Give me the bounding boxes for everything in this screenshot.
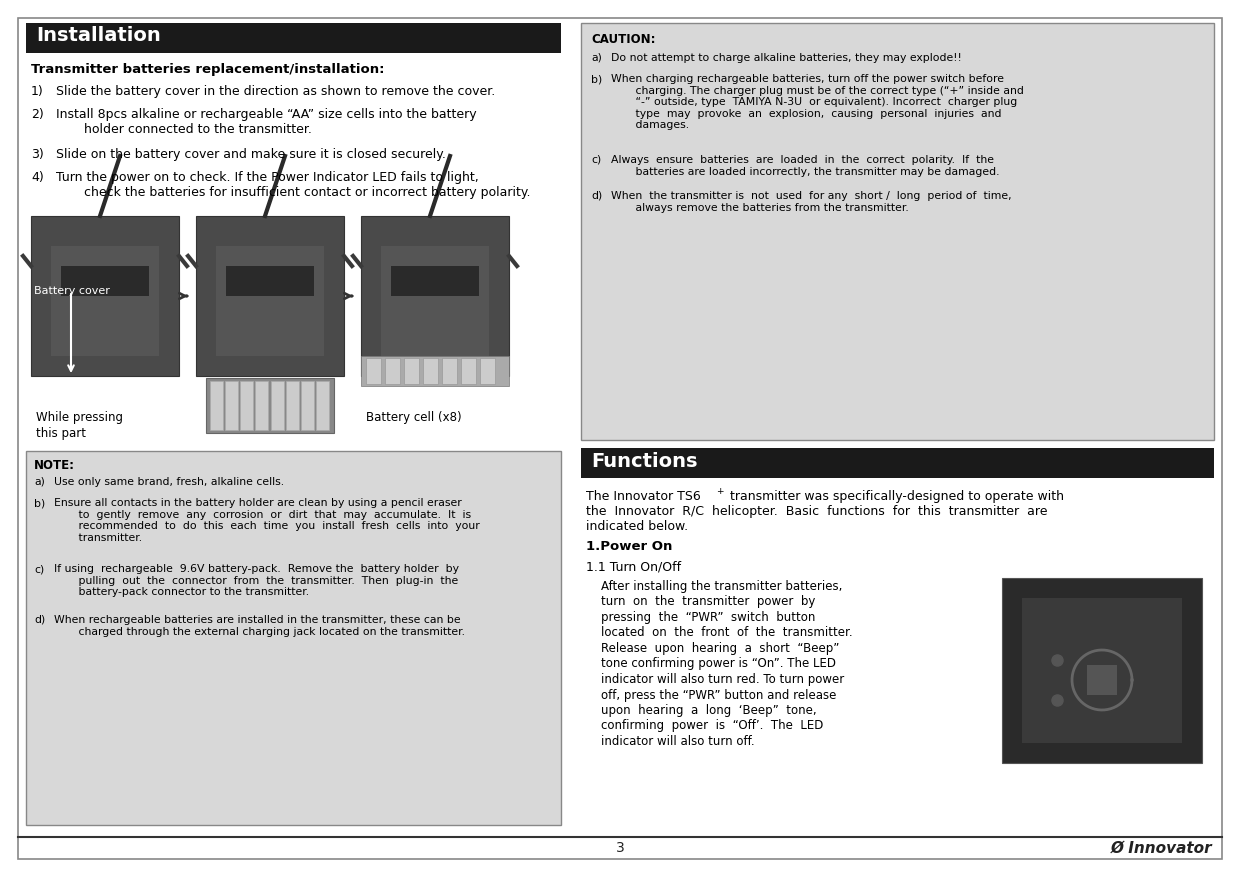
Bar: [461, 358, 476, 384]
Text: Ensure all contacts in the battery holder are clean by using a pencil eraser
   : Ensure all contacts in the battery holde…: [55, 498, 480, 543]
Bar: [51, 246, 159, 356]
Bar: [224, 381, 238, 430]
Text: 4): 4): [31, 171, 43, 184]
Text: indicator will also turn red. To turn power: indicator will also turn red. To turn po…: [601, 673, 844, 686]
Bar: [316, 381, 329, 430]
Text: indicated below.: indicated below.: [587, 520, 688, 533]
Text: The Innovator TS6: The Innovator TS6: [587, 490, 701, 503]
Text: b): b): [33, 498, 45, 508]
Bar: [26, 23, 560, 53]
Bar: [582, 448, 1214, 478]
Bar: [582, 23, 1214, 440]
Text: +: +: [715, 487, 723, 496]
Text: transmitter was specifically-designed to operate with: transmitter was specifically-designed to…: [725, 490, 1064, 503]
Text: pressing  the  “PWR”  switch  button: pressing the “PWR” switch button: [601, 611, 816, 624]
Bar: [366, 358, 381, 384]
Text: c): c): [33, 564, 45, 574]
Text: tone confirming power is “On”. The LED: tone confirming power is “On”. The LED: [601, 658, 836, 671]
Bar: [423, 358, 438, 384]
Text: confirming  power  is  “Off’.  The  LED: confirming power is “Off’. The LED: [601, 719, 823, 732]
Bar: [480, 358, 495, 384]
Text: While pressing: While pressing: [36, 411, 123, 424]
Text: d): d): [591, 191, 603, 201]
Text: a): a): [591, 53, 601, 63]
Text: Functions: Functions: [591, 452, 697, 471]
Text: 1.Power On: 1.Power On: [587, 540, 672, 553]
Text: Release  upon  hearing  a  short  “Beep”: Release upon hearing a short “Beep”: [601, 642, 839, 655]
Text: 2): 2): [31, 108, 43, 121]
Text: located  on  the  front  of  the  transmitter.: located on the front of the transmitter.: [601, 626, 853, 639]
Bar: [286, 381, 299, 430]
Bar: [1087, 665, 1117, 695]
Text: a): a): [33, 477, 45, 487]
Text: Battery cell (x8): Battery cell (x8): [366, 411, 461, 424]
Bar: [384, 358, 401, 384]
Text: Install 8pcs alkaline or rechargeable “AA” size cells into the battery
       ho: Install 8pcs alkaline or rechargeable “A…: [56, 108, 476, 136]
Text: the  Innovator  R/C  helicopter.  Basic  functions  for  this  transmitter  are: the Innovator R/C helicopter. Basic func…: [587, 505, 1048, 518]
Text: NOTE:: NOTE:: [33, 459, 74, 472]
Text: 3: 3: [615, 841, 625, 855]
Text: If using  rechargeable  9.6V battery-pack.  Remove the  battery holder  by
     : If using rechargeable 9.6V battery-pack.…: [55, 564, 459, 597]
Text: indicator will also turn off.: indicator will also turn off.: [601, 735, 755, 748]
Text: 3): 3): [31, 148, 43, 161]
Text: c): c): [591, 155, 601, 165]
Bar: [361, 216, 508, 376]
Text: Do not attempt to charge alkaline batteries, they may explode!!: Do not attempt to charge alkaline batter…: [611, 53, 962, 63]
Bar: [381, 246, 489, 356]
Text: Use only same brand, fresh, alkaline cells.: Use only same brand, fresh, alkaline cel…: [55, 477, 284, 487]
Text: Slide the battery cover in the direction as shown to remove the cover.: Slide the battery cover in the direction…: [56, 85, 495, 98]
Bar: [61, 266, 149, 296]
Text: Always  ensure  batteries  are  loaded  in  the  correct  polarity.  If  the
   : Always ensure batteries are loaded in th…: [611, 155, 999, 176]
Text: Ø Innovator: Ø Innovator: [1110, 841, 1211, 856]
Text: Battery cover: Battery cover: [33, 286, 110, 296]
Text: After installing the transmitter batteries,: After installing the transmitter batteri…: [601, 580, 842, 593]
Bar: [272, 381, 284, 430]
Text: When  the transmitter is  not  used  for any  short /  long  period of  time,
  : When the transmitter is not used for any…: [611, 191, 1012, 212]
Text: Installation: Installation: [36, 26, 161, 45]
Bar: [391, 266, 479, 296]
Text: CAUTION:: CAUTION:: [591, 33, 656, 46]
Text: Turn the power on to check. If the Power Indicator LED fails to light,
       ch: Turn the power on to check. If the Power…: [56, 171, 531, 199]
Bar: [241, 381, 253, 430]
Bar: [1022, 598, 1182, 743]
Text: 1): 1): [31, 85, 43, 98]
Bar: [255, 381, 268, 430]
Bar: [26, 451, 560, 825]
Text: upon  hearing  a  long  ‘Beep”  tone,: upon hearing a long ‘Beep” tone,: [601, 704, 817, 717]
Text: this part: this part: [36, 427, 86, 440]
Text: b): b): [591, 74, 603, 84]
Text: When charging rechargeable batteries, turn off the power switch before
       ch: When charging rechargeable batteries, tu…: [611, 74, 1024, 131]
Text: Transmitter batteries replacement/installation:: Transmitter batteries replacement/instal…: [31, 63, 384, 76]
Text: When rechargeable batteries are installed in the transmitter, these can be
     : When rechargeable batteries are installe…: [55, 615, 465, 637]
Bar: [1002, 578, 1202, 763]
Bar: [226, 266, 314, 296]
Bar: [361, 356, 508, 386]
Text: 1.1 Turn On/Off: 1.1 Turn On/Off: [587, 560, 681, 573]
Text: d): d): [33, 615, 45, 625]
Bar: [206, 378, 334, 433]
Bar: [31, 216, 179, 376]
Bar: [441, 358, 458, 384]
Bar: [196, 216, 343, 376]
Bar: [404, 358, 419, 384]
Bar: [210, 381, 223, 430]
Bar: [301, 381, 314, 430]
Text: off, press the “PWR” button and release: off, press the “PWR” button and release: [601, 688, 836, 702]
Text: Slide on the battery cover and make sure it is closed securely.: Slide on the battery cover and make sure…: [56, 148, 446, 161]
Bar: [216, 246, 324, 356]
Text: turn  on  the  transmitter  power  by: turn on the transmitter power by: [601, 595, 816, 609]
